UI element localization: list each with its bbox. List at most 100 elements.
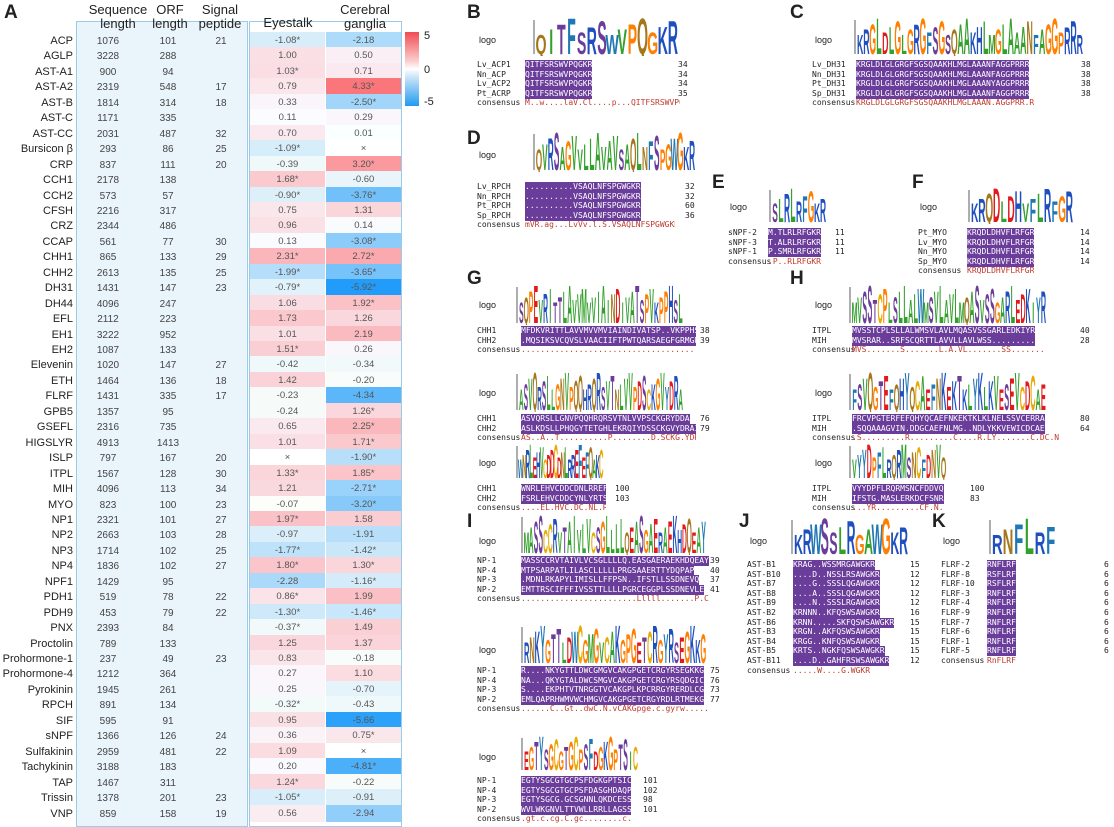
sequence-name: consensus (477, 503, 521, 513)
logo-letter: H (899, 372, 904, 412)
peptide-name: CHH2 (43, 266, 73, 279)
logo-letter: R (524, 637, 530, 665)
sequence-length: 1431 (96, 283, 120, 295)
logo-letter: T (873, 294, 877, 325)
cerebral-ganglia-value: -0.43 (326, 696, 401, 714)
orf-length: 335 (159, 391, 177, 403)
sequence-residues: ..........VSAQLNFSPGWGKR (525, 201, 641, 212)
eyestalk-value: 0.65 (250, 418, 325, 436)
peptide-name: DH44 (44, 297, 73, 310)
logo-letter: G (558, 748, 563, 772)
logo-letter: G (608, 736, 613, 772)
cerebral-ganglia-value: 1.10 (326, 665, 401, 683)
logo-letter: V (994, 372, 999, 412)
alignment-row: Nn_ACP QITFSRSWVPQGKR 34 (477, 69, 688, 80)
sequence-residues: P.SMRLRFGKR (768, 247, 821, 258)
logo-letter: R (1077, 30, 1083, 56)
logo-letter: A (1039, 24, 1045, 56)
sequence-length-number: 76 (710, 675, 720, 685)
logo-letter: Q (630, 132, 636, 172)
peptide-name: CRP (49, 158, 73, 171)
eyestalk-value: -0.79* (250, 279, 325, 297)
logo-d: Q V R S A G V V L L A V A V S A Q L N F S P GWG K R (533, 132, 695, 172)
sequence-residues: ASVQRSLLGNVPQQHRQRSVTNLVVPSCKGRYDDA (521, 414, 690, 424)
logo-letter: A (592, 456, 596, 480)
orf-length: 481 (159, 746, 177, 758)
logo-letter: V (592, 290, 597, 325)
signal-peptide: 23 (215, 654, 227, 665)
sequence-length: 859 (99, 808, 117, 820)
table-row: PNX 2393 84 -0.37* 1.49 (0, 619, 420, 637)
legend-mid: 0 (424, 64, 431, 76)
logo-letter: V (565, 372, 569, 412)
logo-letter: K (941, 372, 946, 412)
orf-length: 335 (159, 113, 177, 125)
sequence-length-number: 34 (678, 79, 688, 89)
alignment-row: CHH2 .MQSIKSVCQVSLVAACIIFTPWTQARSAEGFGRMG… (477, 335, 710, 346)
table-row: AST-CC 2031 487 32 0.70 0.01 (0, 124, 420, 143)
orf-length: 201 (159, 793, 177, 805)
logo-letter: F (1030, 194, 1036, 224)
column-background (76, 21, 248, 827)
table-row: PDH9 453 79 22 -1.30* -1.46* (0, 603, 420, 622)
sequence-residues: EGTYSGCG.GCSGNNLQKDCESS (521, 795, 631, 806)
header-orf-length: ORF length (152, 2, 188, 31)
sequence-length: 561 (99, 236, 117, 248)
sequence-length: 3188 (96, 762, 120, 774)
orf-length: 952 (159, 329, 177, 341)
alignment-row: ITPL FRCVPGTERFEFQHYQCAEFNKEKTKLKLNELSSVC… (812, 414, 1090, 424)
sequence-name: MIH (812, 423, 827, 433)
logo-letter: L (1011, 285, 1015, 325)
logo-letter: L (589, 132, 594, 172)
signal-peptide: 18 (215, 97, 227, 109)
table-row: DH44 4096 247 1.06 1.92* (0, 294, 420, 313)
sequence-length-number: 6 (1104, 608, 1109, 617)
logo-letter: A (663, 520, 668, 555)
eyestalk-value: -0.24 (250, 402, 325, 420)
sequence-name: Lv_ACP2 (477, 79, 511, 89)
orf-length: 128 (159, 468, 177, 480)
cerebral-ganglia-value: -1.16* (326, 572, 401, 590)
eyestalk-value: 1.01 (250, 325, 325, 343)
table-row: Bursicon β 293 86 25 -1.09* × (0, 140, 420, 158)
sequence-length-number: 38 (700, 326, 710, 335)
sequence-residues: S....EKPHTVTNRGGTVCAKGPLKPCRRGYRERDLCG (521, 685, 705, 696)
logo-letter: F (578, 444, 582, 480)
eyestalk-value: 0.86* (250, 588, 325, 606)
sequence-length: 797 (99, 453, 117, 465)
logo-letter: L (954, 285, 958, 325)
logo-label-i-2: logo (479, 645, 497, 655)
logo-letter: G (644, 524, 649, 555)
sequence-residues: RNFLRF (987, 646, 1016, 657)
table-row: CHH1 865 133 29 2.31* 2.72* (0, 248, 420, 266)
legend-max: 5 (424, 30, 431, 42)
logo-letter: S (867, 285, 872, 325)
sequence-residues: KRQDLDHVFLRFGR (967, 237, 1035, 248)
sequence-name: Pt_RPCH (477, 201, 511, 211)
orf-length: 1413 (156, 437, 180, 449)
sequence-name: consensus (918, 266, 962, 276)
logo-letter: W (571, 625, 578, 665)
sequence-length: 1836 (96, 561, 120, 573)
logo-letter: N (615, 385, 620, 412)
peptide-name: SIF (55, 714, 73, 727)
logo-letter: S (933, 19, 939, 56)
logo-letter: R (847, 518, 856, 556)
orf-length: 147 (159, 360, 177, 372)
sequence-length-number: 76 (700, 414, 710, 423)
table-row: Tachykinin 3188 183 0.20 -4.81* (0, 758, 420, 776)
sequence-length-number: 14 (1080, 228, 1090, 237)
alignment-row: sNPF-3 T.ALRLRFGKR 11 (728, 237, 845, 248)
logo-letter: V (601, 141, 607, 172)
peptide-name: CHH1 (43, 251, 73, 264)
table-row: HIGSLYR 4913 1413 1.01 1.71* (0, 433, 420, 452)
alignment-row: AST-B5 KRTS..NGKFQSWSAWGKR 15 (747, 646, 920, 657)
header-sequence-length: Sequence length (88, 2, 148, 31)
cerebral-ganglia-value: 2.25* (326, 418, 401, 436)
sequence-length: 4913 (96, 437, 120, 449)
panel-label-f: F (912, 172, 924, 193)
sequence-name: consensus (477, 814, 521, 824)
logo-letter: E (679, 630, 684, 665)
cerebral-ganglia-value: -0.34 (326, 356, 401, 374)
alignment-row: CHH1 ASVQRSLLGNVPQQHRQRSVTNLVVPSCKGRYDDA 7… (477, 414, 710, 424)
